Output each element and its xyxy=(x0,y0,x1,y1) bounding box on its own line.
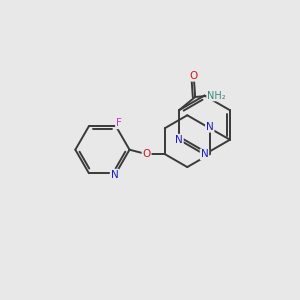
Text: N: N xyxy=(111,169,119,180)
Text: N: N xyxy=(206,122,214,132)
Text: N: N xyxy=(201,149,208,159)
Text: F: F xyxy=(116,118,122,128)
Text: N: N xyxy=(175,135,183,145)
Text: O: O xyxy=(142,149,151,159)
Text: NH₂: NH₂ xyxy=(207,91,226,100)
Text: O: O xyxy=(190,71,198,81)
